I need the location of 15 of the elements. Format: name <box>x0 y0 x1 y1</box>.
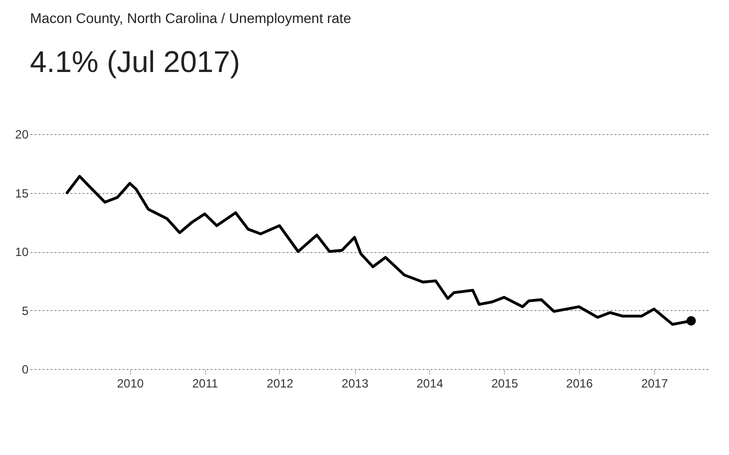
x-tick-label: 2010 <box>116 376 144 390</box>
y-tick-label: 10 <box>15 245 29 259</box>
x-tick-label: 2017 <box>641 376 668 390</box>
y-tick-label: 5 <box>22 304 29 318</box>
x-tick-label: 2015 <box>491 376 518 390</box>
x-tick-label: 2012 <box>266 376 294 390</box>
x-tick-label: 2013 <box>342 376 369 390</box>
y-tick-label: 20 <box>15 128 29 142</box>
y-tick-label: 15 <box>15 186 29 200</box>
x-tick-label: 2016 <box>566 376 594 390</box>
y-tick-label: 0 <box>22 362 29 376</box>
x-tick-label: 2014 <box>416 376 444 390</box>
x-tick-label: 2011 <box>192 376 218 390</box>
chart-subtitle: 4.1% (Jul 2017) <box>30 46 240 79</box>
chart-title: Macon County, North Carolina / Unemployment rate <box>30 10 352 26</box>
